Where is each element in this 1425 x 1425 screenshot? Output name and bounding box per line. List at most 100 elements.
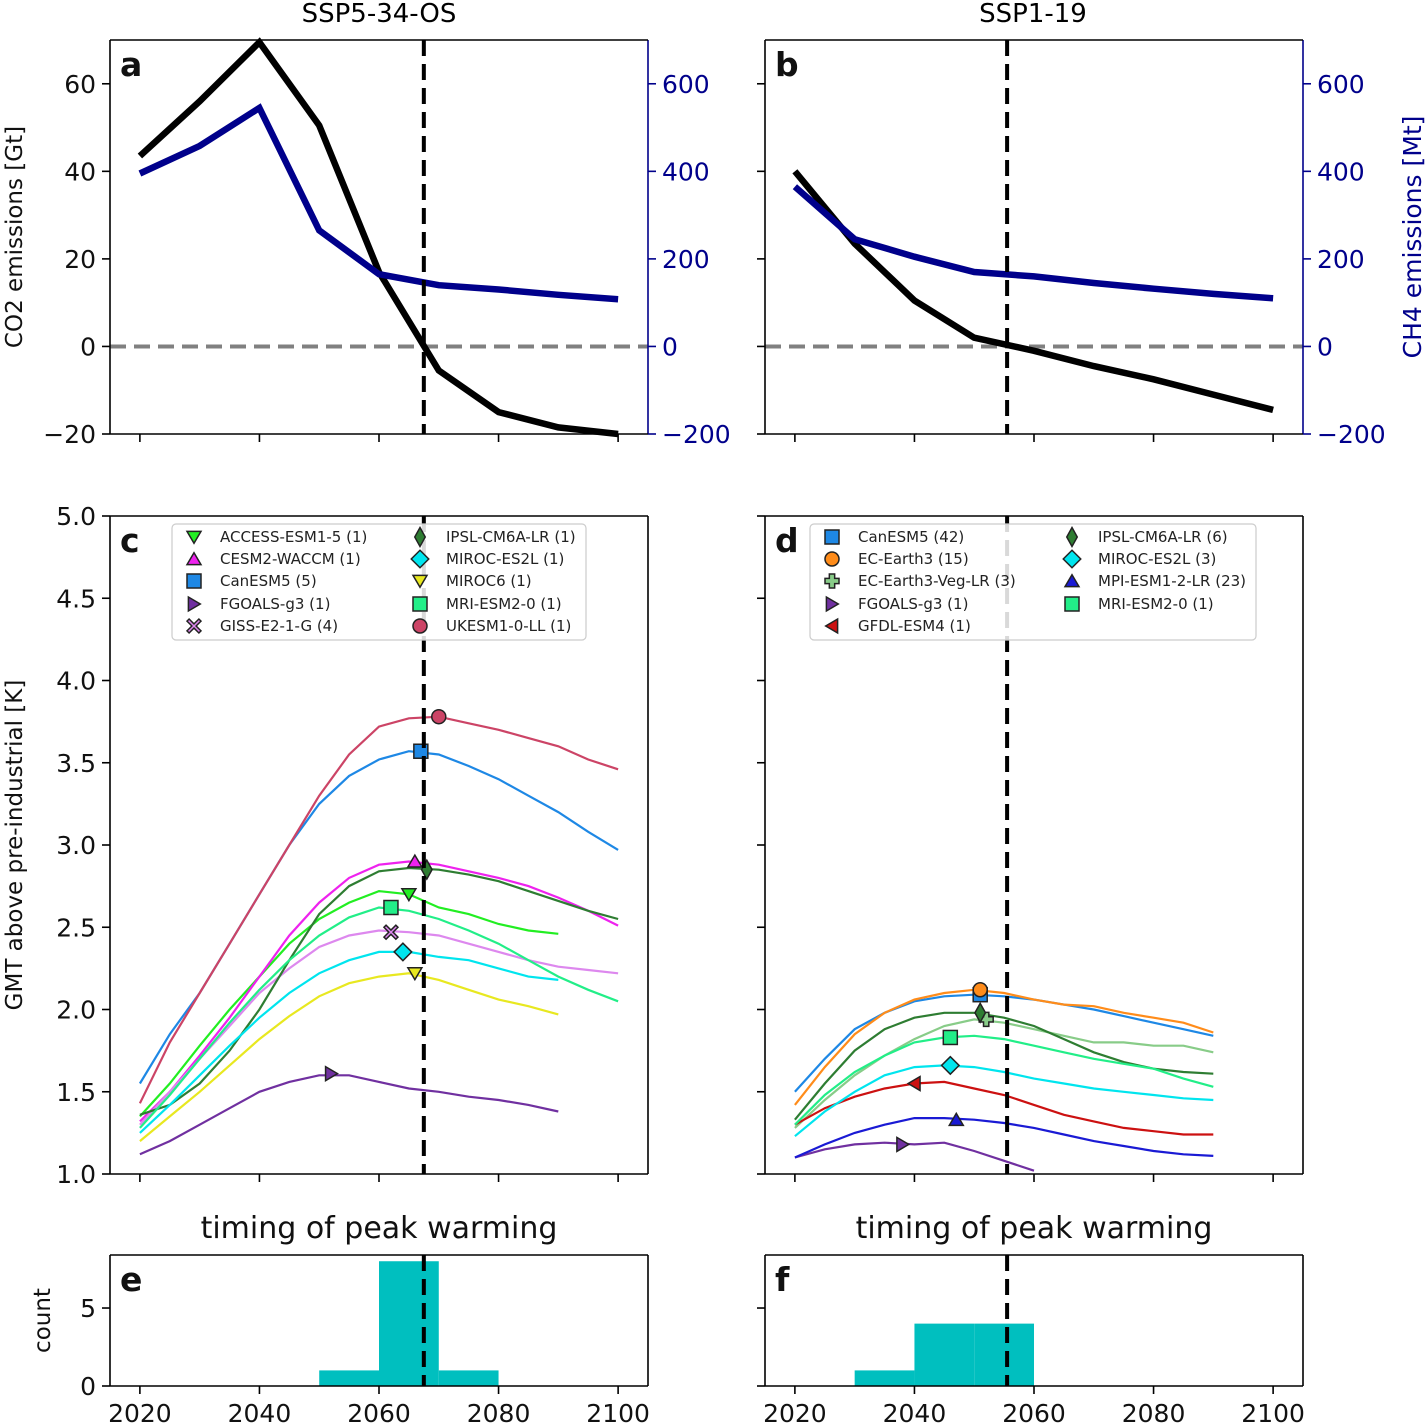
legend-entry: UKESM1-0-LL (1): [446, 617, 571, 635]
plot-area-e: [319, 1255, 499, 1386]
x-tick-label: 2020: [763, 1399, 827, 1425]
legend-entry: MIROC6 (1): [446, 572, 532, 590]
legend-entry: IPSL-CM6A-LR (6): [1098, 528, 1228, 546]
y-tick-label: 1.0: [56, 1160, 96, 1189]
x-tick-label: 2100: [586, 1399, 650, 1425]
legend-entry: MRI-ESM2-0 (1): [446, 595, 562, 613]
y-tick-label: 2.5: [56, 913, 96, 942]
legend-marker: [412, 618, 428, 634]
y-tick-label: −20: [43, 420, 96, 449]
right-tick-label: 0: [1317, 332, 1333, 361]
gmt-line: [138, 715, 619, 1104]
x-tick-label: 2020: [108, 1399, 172, 1425]
legend-entry: CanESM5 (42): [858, 528, 964, 546]
right-tick-label: 600: [662, 70, 710, 99]
legend-marker: [185, 530, 203, 545]
histogram-bar: [319, 1370, 379, 1386]
panel-letter: f: [775, 1260, 790, 1299]
gmt-line: [794, 988, 1214, 1106]
right-tick-label: −200: [662, 420, 731, 449]
column-title-left: SSP5-34-OS: [302, 0, 457, 29]
co2-emissions-line: [137, 37, 619, 438]
y-tick-label: 0: [80, 332, 96, 361]
peak-marker: [382, 924, 400, 941]
right-tick-label: 0: [662, 332, 678, 361]
legend-marker: [186, 573, 202, 589]
panel-b: −200 0 200 400 600 CH4 emissions [Mt] b: [757, 39, 1425, 449]
y-tick-label: 2.0: [56, 996, 96, 1025]
histogram-bar: [438, 1370, 499, 1386]
panel-f: timing of peak warming 2020 2040 2060 2080 21…: [757, 1211, 1305, 1425]
y-tick-label: 5.0: [56, 502, 96, 531]
axes-e: 2020 2040 2060 2080 2100 0 5 count: [30, 1254, 650, 1425]
legend-marker: [1065, 526, 1079, 548]
co2-emissions-line: [792, 169, 1274, 414]
legend-entry: EC-Earth3 (15): [858, 550, 969, 568]
axes-b: [757, 39, 1303, 442]
legend-entry: ACCESS-ESM1-5 (1): [220, 528, 367, 546]
legend-marker: [824, 529, 840, 545]
legend-d: CanESM5 (42) EC-Earth3 (15) EC-Earth3-Veg-…: [809, 523, 1257, 641]
legend-entry: GFDL-ESM4 (1): [858, 617, 971, 635]
gmt-line: [139, 972, 559, 1142]
peak-marker: [393, 942, 413, 962]
legend-marker: [824, 617, 839, 635]
y-tick-label: 4.0: [56, 667, 96, 696]
histogram-title: timing of peak warming: [856, 1211, 1213, 1246]
right-tick-label: 200: [662, 245, 710, 274]
right-tick-label: −200: [1317, 420, 1386, 449]
ch4-emissions-line: [138, 103, 619, 303]
y-tick-label: 5: [80, 1294, 96, 1323]
y-tick-label: 3.5: [56, 749, 96, 778]
gmt-line: [139, 866, 619, 1116]
gmt-line: [139, 929, 619, 1126]
gmt-line: [139, 906, 619, 1129]
legend-marker: [1063, 573, 1081, 588]
peak-marker: [431, 708, 447, 725]
panel-letter: d: [775, 521, 799, 560]
peak-marker: [942, 1029, 959, 1046]
right-axis-b: −200 0 200 400 600 CH4 emissions [Mt]: [1302, 40, 1425, 449]
legend-entry: GISS-E2-1-G (4): [220, 617, 338, 635]
gmt-line: [139, 860, 619, 1123]
right-tick-label: 400: [1317, 157, 1365, 186]
ch4-emissions-line: [792, 184, 1274, 302]
axes-c: 1.0 1.5 2.0 2.5 3.0 3.5 4.0 4.5 5.0 GMT above pre…: [2, 502, 649, 1189]
legend-marker: [411, 574, 429, 589]
panel-letter: a: [120, 45, 142, 84]
legend-c: ACCESS-ESM1-5 (1) CESM2-WACCM (1) CanESM5 …: [171, 523, 587, 641]
peak-marker: [947, 1111, 965, 1127]
legend-entry: CanESM5 (5): [220, 572, 317, 590]
x-tick-label: 2040: [883, 1399, 947, 1425]
legend-entry: FGOALS-g3 (1): [858, 595, 968, 613]
plot-area-c: [138, 516, 619, 1174]
x-tick-label: 2060: [1002, 1399, 1066, 1425]
panel-letter: c: [120, 521, 140, 560]
legend-entry: MRI-ESM2-0 (1): [1098, 595, 1214, 613]
gmt-line: [794, 1080, 1214, 1136]
legend-marker: [1064, 596, 1080, 612]
gmt-line: [139, 1074, 559, 1156]
panel-e: timing of peak warming 2020 2040 2060 2080 21…: [30, 1211, 650, 1425]
y-tick-label: 20: [64, 245, 96, 274]
legend-entry: MPI-ESM1-2-LR (23): [1098, 572, 1246, 590]
gmt-line: [139, 950, 559, 1134]
y-axis-label: GMT above pre-industrial [K]: [2, 680, 28, 1011]
axes-d: [757, 515, 1304, 1182]
x-tick-label: 2100: [1241, 1399, 1305, 1425]
legend-frame: [171, 523, 587, 641]
plot-area-f: [854, 1255, 1034, 1386]
legend-entry: EC-Earth3-Veg-LR (3): [858, 572, 1016, 590]
legend-entry: FGOALS-g3 (1): [220, 595, 330, 613]
peak-marker: [400, 888, 418, 903]
panel-c: ACCESS-ESM1-5 (1) CESM2-WACCM (1) CanESM5 …: [2, 502, 649, 1189]
histogram-bar: [379, 1261, 439, 1386]
gmt-line: [794, 1116, 1214, 1159]
gmt-line: [794, 1141, 1035, 1172]
x-tick-label: 2080: [467, 1399, 531, 1425]
gmt-line: [138, 750, 619, 1085]
peak-marker: [974, 1001, 987, 1024]
legend-entry: MIROC-ES2L (3): [1098, 550, 1216, 568]
panel-letter: b: [775, 45, 799, 84]
